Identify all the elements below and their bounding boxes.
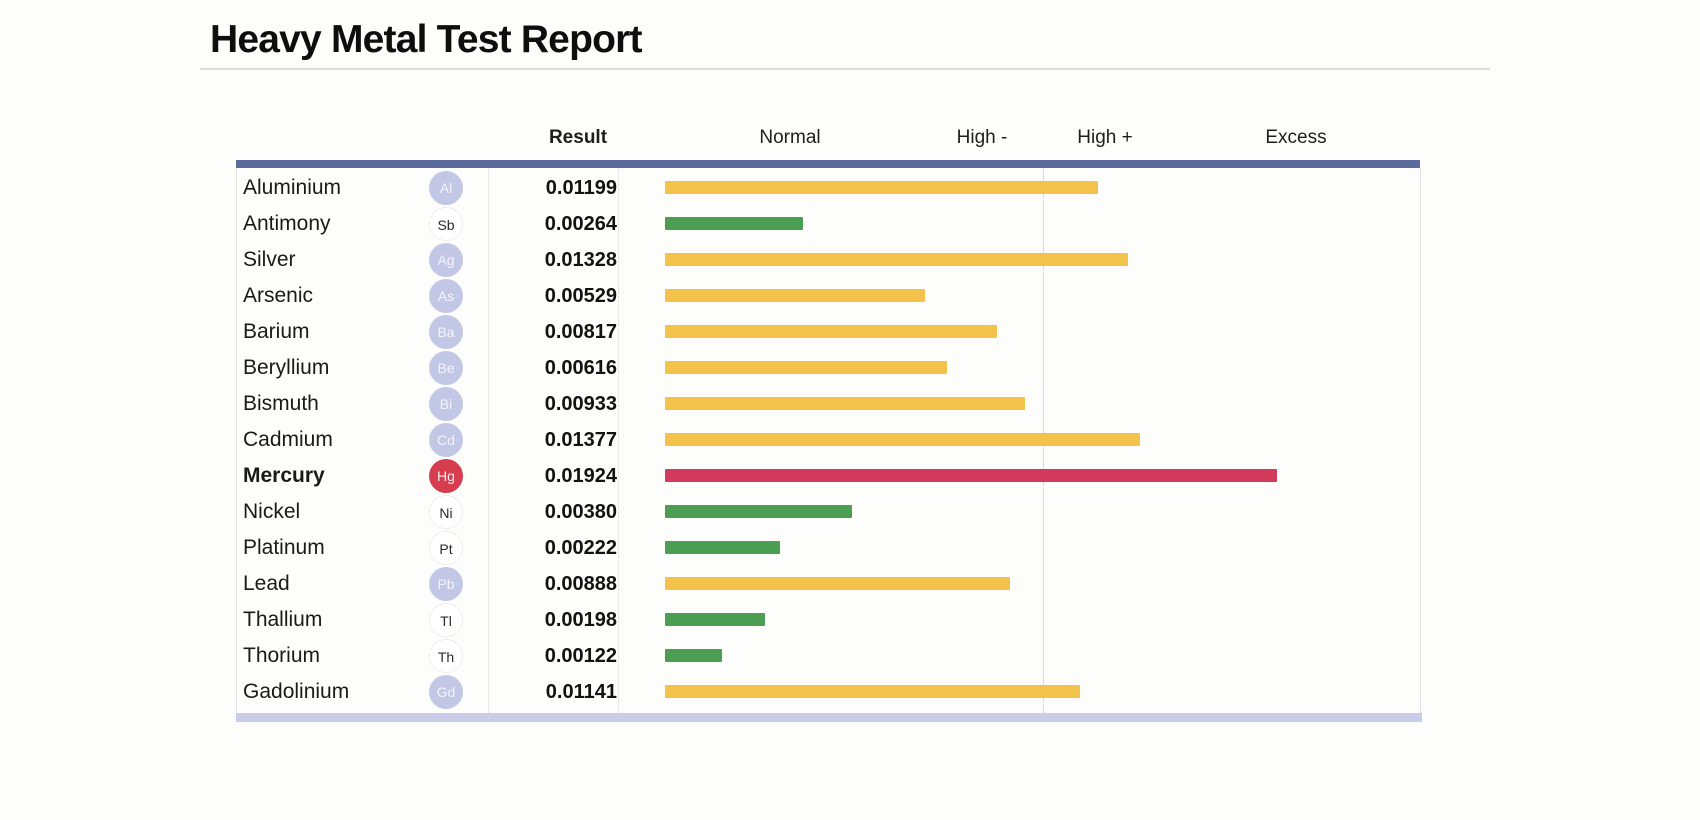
result-bar xyxy=(665,613,765,626)
table-row: Nickel Ni 0.00380 xyxy=(236,494,1420,530)
element-name: Arsenic xyxy=(243,284,314,307)
element-symbol-badge: Ni xyxy=(429,495,463,529)
table-row: Cadmium Cd 0.01377 xyxy=(236,422,1420,458)
title-divider xyxy=(200,68,1490,70)
result-bar xyxy=(665,433,1140,446)
result-value: 0.00198 xyxy=(544,609,617,631)
column-header-excess: Excess xyxy=(1265,127,1327,148)
element-symbol-badge: Pt xyxy=(429,531,463,565)
result-value: 0.00380 xyxy=(544,501,617,523)
column-divider-badge xyxy=(488,168,489,713)
table-row: Bismuth Bi 0.00933 xyxy=(236,386,1420,422)
column-header-high-plus: High + xyxy=(1077,127,1133,148)
table-row: Lead Pb 0.00888 xyxy=(236,566,1420,602)
table-row: Thallium Tl 0.00198 xyxy=(236,602,1420,638)
result-bar xyxy=(665,217,803,230)
element-name: Barium xyxy=(243,320,310,343)
table-row: Gadolinium Gd 0.01141 xyxy=(236,674,1420,710)
result-value: 0.00616 xyxy=(544,357,617,379)
element-name: Platinum xyxy=(243,536,325,559)
element-name: Antimony xyxy=(243,212,331,235)
element-symbol-badge: Be xyxy=(429,351,463,385)
result-value: 0.00222 xyxy=(544,537,617,559)
column-header-result: Result xyxy=(548,127,608,148)
element-symbol-badge: Al xyxy=(429,171,463,205)
element-name: Silver xyxy=(243,248,296,271)
element-symbol-badge: Pb xyxy=(429,567,463,601)
element-symbol-badge: Tl xyxy=(429,603,463,637)
table-top-rule xyxy=(236,160,1420,168)
element-symbol-badge: Hg xyxy=(429,459,463,493)
result-bar xyxy=(665,541,780,554)
result-bar xyxy=(665,253,1128,266)
element-name: Nickel xyxy=(243,500,301,523)
result-value: 0.00888 xyxy=(544,573,617,595)
result-value: 0.01141 xyxy=(545,681,617,703)
element-symbol-badge: Bi xyxy=(429,387,463,421)
result-bar xyxy=(665,469,1277,482)
result-value: 0.01328 xyxy=(544,249,617,271)
result-bar xyxy=(665,685,1080,698)
element-name: Gadolinium xyxy=(243,680,350,703)
table-left-edge xyxy=(236,168,237,713)
table-row: Beryllium Be 0.00616 xyxy=(236,350,1420,386)
table-row: Platinum Pt 0.00222 xyxy=(236,530,1420,566)
result-bar xyxy=(665,181,1098,194)
page-title: Heavy Metal Test Report xyxy=(210,18,642,61)
table-row: Thorium Th 0.00122 xyxy=(236,638,1420,674)
element-name: Beryllium xyxy=(243,356,330,379)
element-name: Lead xyxy=(243,572,290,595)
element-name: Bismuth xyxy=(243,392,319,415)
result-bar xyxy=(665,397,1025,410)
result-value: 0.00264 xyxy=(544,213,617,235)
element-name: Cadmium xyxy=(243,428,333,451)
element-symbol-badge: As xyxy=(429,279,463,313)
result-value: 0.00933 xyxy=(544,393,617,415)
table-row: Silver Ag 0.01328 xyxy=(236,242,1420,278)
element-symbol-badge: Ag xyxy=(429,243,463,277)
element-name: Thorium xyxy=(243,644,321,667)
table-row: Arsenic As 0.00529 xyxy=(236,278,1420,314)
element-symbol-badge: Sb xyxy=(429,207,463,241)
result-value: 0.00817 xyxy=(544,321,617,343)
result-value: 0.01199 xyxy=(545,177,617,199)
result-bar xyxy=(665,325,997,338)
result-bar xyxy=(665,577,1010,590)
table-right-edge xyxy=(1420,168,1421,713)
result-bar xyxy=(665,649,722,662)
element-symbol-badge: Gd xyxy=(429,675,463,709)
column-divider-result xyxy=(618,168,619,713)
element-symbol-badge: Th xyxy=(429,639,463,673)
table-row: Aluminium Al 0.01199 xyxy=(236,170,1420,206)
result-bar xyxy=(665,289,925,302)
table-row: Antimony Sb 0.00264 xyxy=(236,206,1420,242)
element-symbol-badge: Cd xyxy=(429,423,463,457)
result-bar xyxy=(665,361,947,374)
result-value: 0.01377 xyxy=(544,429,617,451)
element-name: Thallium xyxy=(243,608,323,631)
result-bar xyxy=(665,505,852,518)
element-symbol-badge: Ba xyxy=(429,315,463,349)
element-name: Mercury xyxy=(243,464,325,487)
table-row: Mercury Hg 0.01924 xyxy=(236,458,1420,494)
result-value: 0.00122 xyxy=(544,645,617,667)
column-header-high-minus: High - xyxy=(956,127,1008,148)
element-name: Aluminium xyxy=(243,176,342,199)
column-header-normal: Normal xyxy=(759,127,821,148)
result-value: 0.01924 xyxy=(544,465,617,487)
table-bottom-rule xyxy=(236,713,1422,722)
result-value: 0.00529 xyxy=(544,285,617,307)
table-row: Barium Ba 0.00817 xyxy=(236,314,1420,350)
